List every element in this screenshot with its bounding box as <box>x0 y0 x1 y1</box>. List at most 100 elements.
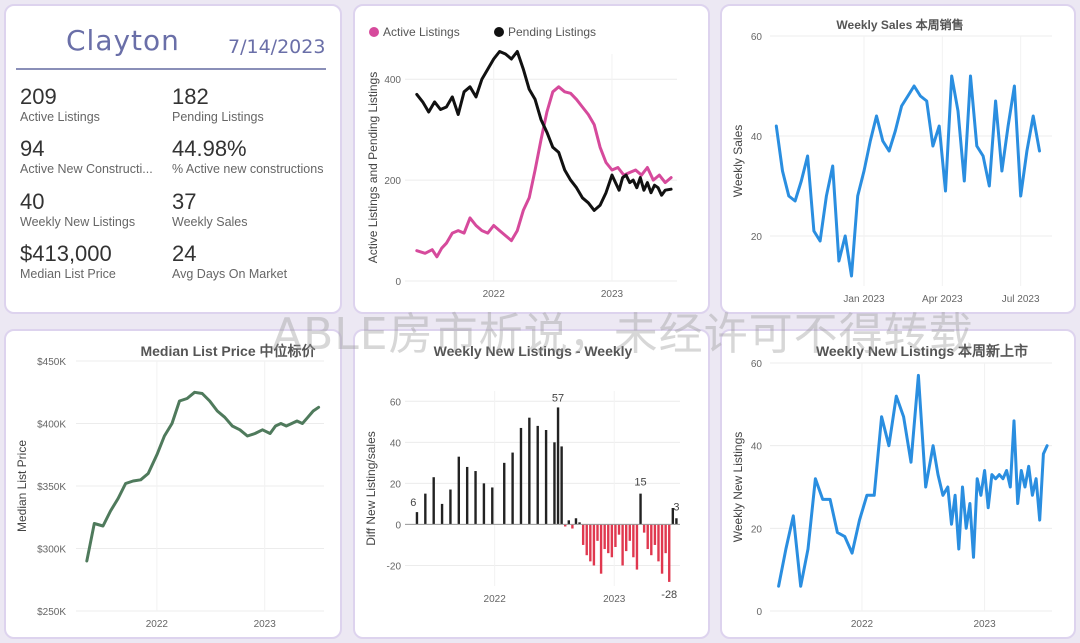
diff-new-listings-chart: Weekly New Listings - Weekly -20 0 20 40 60 20… <box>364 343 680 605</box>
y-tick-label: $350K <box>37 482 66 493</box>
x-tick-label: Apr 2023 <box>922 294 963 305</box>
x-tick-label: 2022 <box>851 619 874 630</box>
legend-marker <box>369 27 379 37</box>
y-axis-label: Weekly New Listings <box>731 432 745 542</box>
y-tick-label: 60 <box>390 397 402 408</box>
bar <box>581 524 585 545</box>
x-tick-label: Jul 2023 <box>1002 294 1040 305</box>
bar <box>592 524 596 566</box>
bar <box>567 520 571 525</box>
data-label: 15 <box>634 477 646 489</box>
y-tick-label: 0 <box>395 520 401 531</box>
kpi-label: Median List Price <box>20 267 116 281</box>
chart-card-diff-new-listings: Weekly New Listings - Weekly -20 0 20 40 60 20… <box>353 329 710 639</box>
bar <box>599 524 603 574</box>
bar <box>660 524 664 574</box>
chart-card-active-pending: 0 200 400 2022 2023 Active Listings and Pendi… <box>353 4 710 314</box>
bar <box>528 417 531 525</box>
kpi-value: $413,000 <box>20 241 112 266</box>
legend-label: Pending Listings <box>508 25 596 39</box>
bar <box>511 452 514 525</box>
chart-title: Weekly Sales 本周销售 <box>836 17 963 32</box>
y-tick-label: -20 <box>387 561 402 572</box>
kpi-label: Active New Constructi... <box>20 162 153 176</box>
bar <box>457 456 461 525</box>
x-tick-label: 2023 <box>254 619 277 630</box>
summary-card: Clayton 7/14/2023 209 Active Listings 18… <box>4 4 342 314</box>
y-tick-label: 40 <box>751 442 763 453</box>
kpi-value: 94 <box>20 136 45 161</box>
bar <box>621 524 624 566</box>
bar <box>653 524 657 545</box>
y-tick-label: 60 <box>751 359 763 370</box>
kpi-value: 182 <box>172 84 209 109</box>
bar <box>642 524 646 533</box>
x-tick-label: 2023 <box>601 289 624 300</box>
bar <box>617 524 621 535</box>
y-tick-label: 0 <box>756 607 762 618</box>
y-tick-label: 60 <box>751 32 763 43</box>
weekly-sales-chart: Weekly Sales 本周销售 20 40 60 Jan 2023 Apr 2023 J… <box>731 17 1052 305</box>
median-list-price-chart: Median List Price 中位标价 $250K $300K $350K $40… <box>15 343 324 630</box>
kpi-label: Avg Days On Market <box>172 267 288 281</box>
x-tick-label: 2022 <box>483 289 506 300</box>
bar <box>503 462 506 525</box>
chart-card-weekly-new-listings: Weekly New Listings 本周新上市 0 20 40 60 2022 2023… <box>720 329 1076 639</box>
bar <box>553 442 556 525</box>
bar <box>664 524 667 554</box>
data-label: 3 <box>673 501 679 513</box>
series-line-1 <box>415 85 673 259</box>
y-tick-label: 200 <box>384 176 401 187</box>
bar <box>671 508 675 525</box>
x-tick-label: 2022 <box>484 594 507 605</box>
bar <box>596 524 599 541</box>
bar <box>610 524 614 558</box>
y-axis-label: Median List Price <box>15 440 29 532</box>
series-line-1 <box>777 373 1049 588</box>
kpi-label: Weekly Sales <box>172 215 248 229</box>
legend-marker <box>494 27 504 37</box>
data-label: 57 <box>552 392 564 404</box>
kpi-median-list-price: $413,000 Median List Price <box>20 241 180 282</box>
y-tick-label: 20 <box>390 479 402 490</box>
bar <box>415 512 419 525</box>
series-line-1 <box>774 74 1041 278</box>
bar <box>589 524 592 562</box>
bar <box>603 524 606 550</box>
bar <box>519 427 523 525</box>
y-axis-label: Weekly Sales <box>731 125 745 197</box>
kpi-label: Pending Listings <box>172 110 264 124</box>
kpi-label: Active Listings <box>20 110 100 124</box>
data-label: 6 <box>410 497 416 509</box>
chart-card-median-list-price: Median List Price 中位标价 $250K $300K $350K $40… <box>4 329 342 639</box>
kpi-label: % Active new constructions <box>172 162 324 176</box>
bar <box>650 524 653 556</box>
y-tick-label: $250K <box>37 607 66 618</box>
bar <box>474 471 477 525</box>
kpi-value: 24 <box>172 241 197 266</box>
series-line-1 <box>85 390 321 563</box>
bar <box>556 407 560 525</box>
series-line-2 <box>415 50 673 212</box>
kpi-label: Weekly New Listings <box>20 215 136 229</box>
bar <box>544 430 548 525</box>
city-title: Clayton <box>66 24 180 57</box>
bar <box>635 524 639 570</box>
bar <box>560 446 563 525</box>
kpi-weekly-sales: 37 Weekly Sales <box>172 189 332 230</box>
y-tick-label: $400K <box>37 420 66 431</box>
bar <box>639 493 642 525</box>
bar <box>607 524 610 554</box>
bar <box>614 524 617 547</box>
bar <box>571 524 574 529</box>
y-axis-label: Diff New Listing/sales <box>364 431 378 546</box>
bar <box>646 524 649 550</box>
bar <box>424 493 427 525</box>
y-tick-label: $450K <box>37 357 66 368</box>
y-tick-label: 40 <box>390 438 402 449</box>
kpi-avg-days-on-market: 24 Avg Days On Market <box>172 241 332 282</box>
kpi-pct-active-new-construction: 44.98% % Active new constructions <box>172 136 332 177</box>
chart-card-weekly-sales: Weekly Sales 本周销售 20 40 60 Jan 2023 Apr 2023 J… <box>720 4 1076 314</box>
x-tick-label: Jan 2023 <box>843 294 885 305</box>
bar <box>574 518 578 525</box>
